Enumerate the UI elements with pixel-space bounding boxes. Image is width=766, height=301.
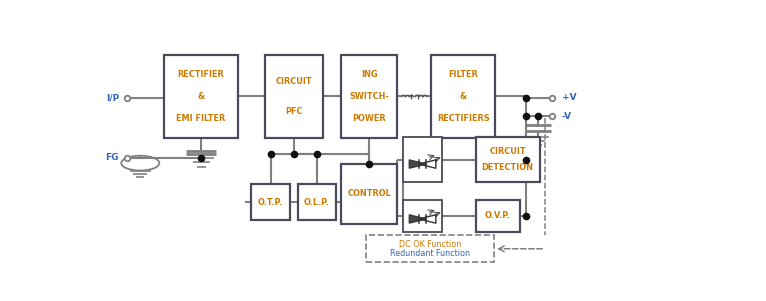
Bar xyxy=(341,55,398,138)
Text: PFC: PFC xyxy=(285,107,303,116)
Bar xyxy=(341,164,398,224)
Text: Redundant Function: Redundant Function xyxy=(390,249,470,258)
Bar xyxy=(164,55,238,138)
Bar xyxy=(297,185,336,220)
Bar xyxy=(476,200,520,232)
Text: FG: FG xyxy=(106,153,119,162)
Text: &: & xyxy=(460,92,466,101)
Polygon shape xyxy=(409,160,427,168)
Text: +V: +V xyxy=(561,93,576,102)
Bar xyxy=(366,235,494,262)
Bar xyxy=(265,55,323,138)
Bar xyxy=(403,200,442,232)
Text: I/P: I/P xyxy=(106,93,119,102)
Text: CONTROL: CONTROL xyxy=(347,189,391,198)
Text: RECTIFIERS: RECTIFIERS xyxy=(437,114,489,123)
Bar xyxy=(476,137,540,182)
Text: POWER: POWER xyxy=(352,114,386,123)
Text: &: & xyxy=(198,92,205,101)
Text: DC OK Function: DC OK Function xyxy=(399,240,461,249)
Text: FILTER: FILTER xyxy=(448,70,478,79)
Text: SWITCH-: SWITCH- xyxy=(349,92,389,101)
Text: -V: -V xyxy=(561,112,572,121)
Bar xyxy=(431,55,496,138)
Text: ING: ING xyxy=(361,70,378,79)
Text: DETECTION: DETECTION xyxy=(482,163,534,172)
Text: O.T.P.: O.T.P. xyxy=(258,198,283,207)
Text: EMI FILTER: EMI FILTER xyxy=(176,114,226,123)
Text: CIRCUIT: CIRCUIT xyxy=(276,77,313,86)
Text: RECTIFIER: RECTIFIER xyxy=(178,70,224,79)
Text: O.V.P.: O.V.P. xyxy=(485,211,511,220)
Text: O.L.P.: O.L.P. xyxy=(304,198,329,207)
Polygon shape xyxy=(409,215,427,223)
Bar xyxy=(403,137,442,182)
Bar xyxy=(251,185,290,220)
Text: CIRCUIT: CIRCUIT xyxy=(489,147,526,156)
